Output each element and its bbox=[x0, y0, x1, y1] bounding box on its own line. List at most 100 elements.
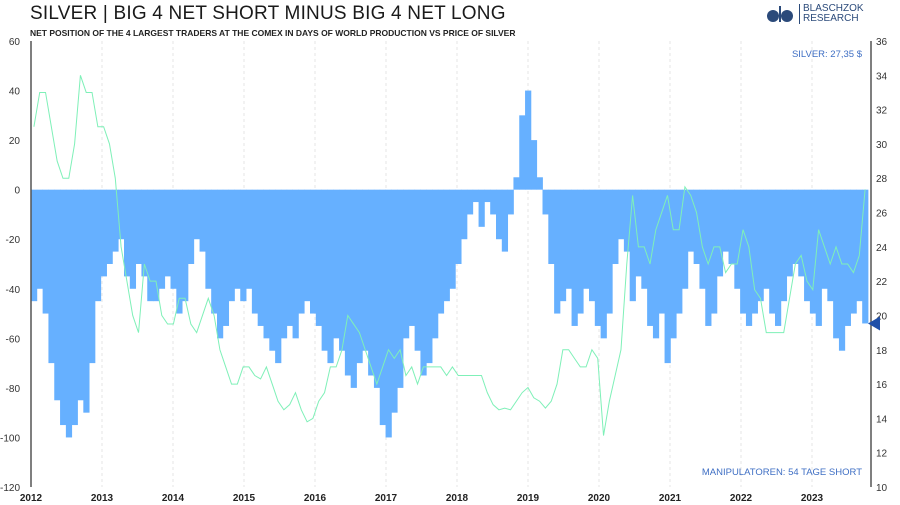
net-position-bar bbox=[623, 189, 631, 252]
net-position-bar bbox=[205, 189, 212, 289]
net-position-bar bbox=[356, 189, 363, 364]
net-position-bar bbox=[838, 189, 846, 351]
net-position-bar bbox=[751, 189, 758, 314]
net-position-bar bbox=[217, 189, 224, 339]
net-position-bar bbox=[222, 189, 230, 326]
net-position-bar bbox=[54, 189, 61, 401]
net-position-bar bbox=[827, 189, 834, 302]
net-position-bar bbox=[780, 189, 788, 302]
net-position-bar bbox=[199, 189, 206, 252]
net-position-bar bbox=[158, 189, 166, 289]
net-position-bar bbox=[280, 189, 288, 339]
net-position-bar bbox=[432, 189, 439, 339]
net-position-bar bbox=[472, 189, 479, 203]
logo-scales-icon bbox=[767, 6, 793, 22]
x-tick-label: 2019 bbox=[517, 493, 540, 504]
net-position-bar bbox=[740, 189, 747, 314]
net-position-bar bbox=[275, 189, 282, 364]
net-position-bar bbox=[612, 189, 619, 264]
net-position-bar bbox=[466, 189, 474, 215]
net-position-bar bbox=[461, 189, 468, 240]
net-position-bar bbox=[71, 189, 78, 426]
net-position-bar bbox=[734, 189, 741, 289]
net-position-bar bbox=[589, 189, 596, 302]
net-position-bar bbox=[850, 189, 857, 314]
net-position-bar bbox=[536, 177, 543, 190]
net-position-bar bbox=[647, 189, 654, 326]
net-position-bar bbox=[211, 189, 218, 314]
right-tick-label: 34 bbox=[876, 71, 888, 82]
net-position-bar bbox=[333, 189, 340, 339]
net-position-bar bbox=[321, 189, 328, 351]
net-position-bar bbox=[728, 189, 735, 264]
net-position-bar bbox=[693, 189, 700, 264]
net-position-bar bbox=[379, 189, 386, 426]
net-position-bar bbox=[815, 189, 822, 326]
net-position-bar bbox=[496, 189, 503, 240]
left-tick-label: -100 bbox=[0, 433, 20, 444]
net-position-bar bbox=[554, 189, 561, 314]
net-position-bar bbox=[641, 189, 648, 289]
net-position-bar bbox=[711, 189, 718, 314]
net-position-bar bbox=[652, 189, 660, 339]
logo: BLASCHZOK RESEARCH bbox=[765, 4, 864, 24]
x-tick-label: 2013 bbox=[91, 493, 114, 504]
left-tick-label: -60 bbox=[6, 334, 21, 345]
net-position-bar bbox=[147, 189, 154, 302]
right-tick-label: 24 bbox=[876, 243, 888, 254]
net-position-bar bbox=[315, 189, 323, 326]
net-position-bar bbox=[414, 189, 421, 351]
net-position-bar bbox=[89, 189, 96, 364]
net-position-bar bbox=[676, 189, 683, 314]
net-position-bar bbox=[594, 189, 602, 326]
net-position-bar bbox=[804, 189, 811, 302]
net-position-bar bbox=[786, 189, 793, 277]
right-tick-label: 22 bbox=[876, 277, 888, 288]
right-tick-label: 30 bbox=[876, 140, 888, 151]
x-tick-label: 2012 bbox=[20, 493, 43, 504]
net-position-bar bbox=[478, 189, 485, 227]
net-position-bar bbox=[327, 189, 334, 364]
net-position-bar bbox=[577, 189, 584, 314]
net-position-bar bbox=[542, 189, 549, 215]
x-tick-label: 2014 bbox=[162, 493, 185, 504]
net-position-bar bbox=[484, 189, 491, 203]
net-position-bar bbox=[559, 189, 567, 302]
x-tick-label: 2021 bbox=[659, 493, 682, 504]
net-position-bar bbox=[94, 189, 102, 302]
net-position-bar bbox=[408, 189, 416, 326]
net-position-bar bbox=[368, 189, 375, 376]
net-position-bar bbox=[530, 140, 538, 190]
left-tick-label: 20 bbox=[9, 136, 21, 147]
right-tick-label: 10 bbox=[876, 483, 888, 494]
silver-price-line bbox=[33, 75, 866, 436]
net-position-bar bbox=[565, 189, 572, 289]
net-position-bar bbox=[856, 189, 863, 302]
left-tick-label: 0 bbox=[14, 186, 20, 197]
x-tick-label: 2020 bbox=[588, 493, 611, 504]
net-position-bar bbox=[298, 189, 305, 314]
net-position-bar bbox=[164, 189, 171, 277]
net-position-bar bbox=[426, 189, 433, 364]
net-position-bar bbox=[548, 189, 555, 264]
right-tick-label: 20 bbox=[876, 311, 888, 322]
net-position-bar bbox=[344, 189, 352, 376]
net-position-bar bbox=[769, 189, 776, 314]
net-position-bar bbox=[699, 189, 706, 289]
net-position-bar bbox=[373, 189, 381, 388]
net-position-bar bbox=[757, 189, 764, 302]
net-position-bar bbox=[182, 189, 189, 302]
net-position-bar bbox=[83, 189, 90, 413]
net-position-bar bbox=[745, 189, 753, 326]
x-tick-label: 2015 bbox=[233, 493, 256, 504]
x-tick-label: 2017 bbox=[375, 493, 398, 504]
left-tick-label: -80 bbox=[6, 384, 21, 395]
right-tick-label: 16 bbox=[876, 380, 888, 391]
net-position-bar bbox=[821, 189, 828, 289]
net-position-bar bbox=[176, 189, 183, 314]
net-position-bar bbox=[246, 189, 253, 289]
net-position-bar bbox=[141, 189, 148, 277]
net-position-bar bbox=[722, 189, 729, 252]
x-tick-label: 2016 bbox=[304, 493, 327, 504]
net-position-bar bbox=[455, 189, 462, 264]
